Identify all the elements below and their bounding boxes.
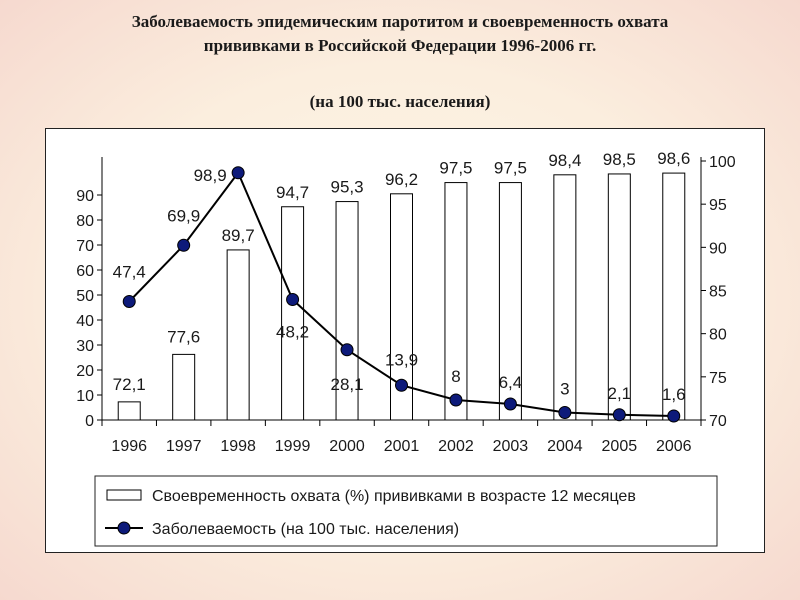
- incidence-point: [558, 406, 572, 419]
- incidence-point: [340, 343, 354, 357]
- line-data-label: 1,6: [662, 385, 686, 404]
- x-axis-tick-label: 1999: [275, 438, 311, 455]
- x-axis-tick-label: 2000: [329, 438, 365, 455]
- legend-box: [94, 475, 718, 547]
- incidence-point: [286, 293, 300, 306]
- right-axis-tick-label: 85: [709, 284, 727, 301]
- left-axis-tick-label: 30: [76, 338, 94, 355]
- left-axis-tick-label: 40: [76, 313, 94, 330]
- left-axis-tick-label: 80: [76, 213, 94, 230]
- bar-coverage: [553, 174, 577, 421]
- incidence-point: [612, 408, 626, 422]
- line-data-label: 8: [451, 367, 460, 386]
- bar-data-label: 97,5: [494, 159, 527, 178]
- left-axis-tick-label: 50: [76, 288, 94, 305]
- title-line-2: прививками в Российской Федерации 1996-2…: [203, 36, 597, 55]
- incidence-point: [503, 397, 517, 411]
- bar-coverage: [172, 353, 196, 421]
- bar-coverage: [226, 249, 250, 421]
- x-axis-tick-label: 1997: [166, 438, 202, 455]
- left-axis-tick-label: 70: [76, 238, 94, 255]
- title-line-1: Заболеваемость эпидемическим паротитом и…: [131, 12, 669, 31]
- bar-data-label: 97,5: [439, 159, 472, 178]
- left-axis-tick-label: 10: [76, 388, 94, 405]
- bar-data-label: 77,6: [167, 327, 200, 346]
- x-axis-tick-label: 2002: [438, 438, 474, 455]
- x-axis-tick-label: 2006: [656, 438, 692, 455]
- bar-coverage: [390, 193, 413, 421]
- incidence-point: [122, 295, 136, 308]
- legend-bar-label: Своевременность охвата (%) прививками в …: [152, 488, 636, 505]
- bar-data-label: 72,1: [113, 375, 146, 394]
- line-data-label: 6,4: [499, 373, 523, 392]
- right-axis-tick-label: 75: [709, 370, 727, 387]
- line-data-label: 2,1: [607, 384, 631, 403]
- chart-subtitle: (на 100 тыс. населения): [309, 92, 491, 111]
- left-axis-tick-label: 90: [76, 188, 94, 205]
- incidence-point: [231, 166, 245, 180]
- bar-coverage: [662, 172, 686, 421]
- x-axis-tick-label: 2003: [493, 438, 529, 455]
- bar-data-label: 89,7: [222, 226, 255, 245]
- x-axis-tick-label: 1996: [111, 438, 147, 455]
- right-axis-tick-label: 80: [709, 327, 727, 344]
- line-data-label: 48,2: [276, 323, 309, 342]
- bar-data-label: 98,5: [603, 150, 636, 169]
- incidence-point: [177, 238, 191, 252]
- left-axis-tick-label: 60: [76, 263, 94, 280]
- incidence-point: [395, 378, 408, 392]
- line-data-label: 47,4: [113, 263, 146, 282]
- x-axis-tick-label: 2001: [384, 438, 420, 455]
- line-data-label: 3: [560, 380, 569, 399]
- x-axis-tick-label: 2005: [602, 438, 638, 455]
- bar-coverage: [444, 182, 468, 421]
- x-axis-tick-label: 2004: [547, 438, 583, 455]
- bar-coverage: [335, 201, 359, 421]
- legend-line-marker: [117, 521, 131, 535]
- bar-data-label: 98,4: [548, 151, 581, 170]
- right-axis-tick-label: 100: [709, 154, 736, 171]
- chart-title: Заболеваемость эпидемическим паротитом и…: [0, 10, 800, 58]
- legend-line-label: Заболеваемость (на 100 тыс. населения): [152, 521, 459, 538]
- left-axis-tick-label: 20: [76, 363, 94, 380]
- right-axis-tick-label: 90: [709, 240, 727, 257]
- incidence-point: [667, 409, 681, 423]
- line-data-label: 13,9: [385, 350, 418, 369]
- bar-data-label: 96,2: [385, 170, 418, 189]
- bar-data-label: 98,6: [657, 149, 690, 168]
- legend-bar-swatch: [106, 489, 142, 501]
- left-axis-tick-label: 0: [85, 413, 94, 430]
- bar-data-label: 94,7: [276, 183, 309, 202]
- right-axis-tick-label: 95: [709, 197, 727, 214]
- incidence-point: [449, 393, 463, 407]
- line-data-label: 69,9: [167, 206, 200, 225]
- bar-coverage: [117, 401, 141, 421]
- bar-coverage: [281, 206, 305, 421]
- bar-data-label: 95,3: [330, 178, 363, 197]
- chart-svg: 0 10 20 30 40 50 60 70 80 90 70 75 80 85 90 95 100 1996 19…: [76, 149, 736, 547]
- bar-coverage: [498, 182, 522, 421]
- chart-panel: 0 10 20 30 40 50 60 70 80 90 70 75 80 85 90 95 100 1996 19…: [45, 128, 765, 553]
- line-data-label: 98,9: [194, 166, 227, 185]
- line-data-label: 28,1: [330, 375, 363, 394]
- x-axis-tick-label: 1998: [220, 438, 256, 455]
- right-axis-tick-label: 70: [709, 413, 727, 430]
